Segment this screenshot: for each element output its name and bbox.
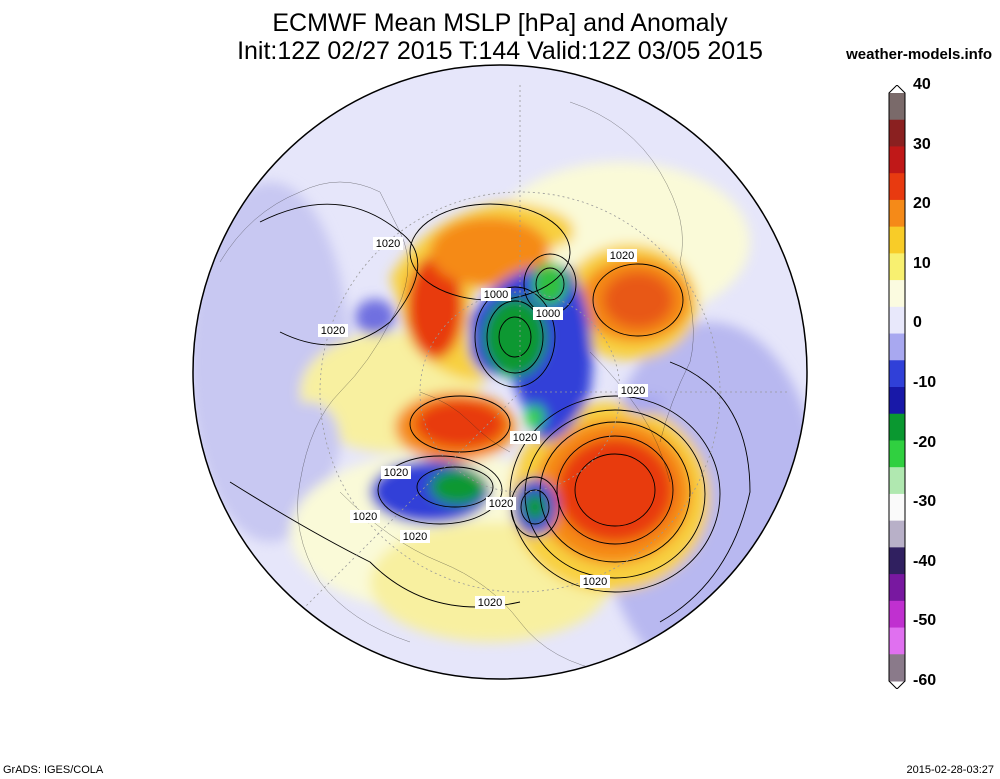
svg-text:1020: 1020 xyxy=(489,498,513,510)
colorbar-tick-label: -20 xyxy=(913,433,937,451)
colorbar-segment xyxy=(889,173,905,201)
colorbar-segment xyxy=(889,360,905,388)
contour-label: 1020 xyxy=(510,431,540,444)
footer-timestamp: 2015-02-28-03:27 xyxy=(906,764,994,776)
colorbar-tick-label: 10 xyxy=(913,254,931,272)
colorbar-tick-label: -30 xyxy=(913,493,937,511)
svg-text:1020: 1020 xyxy=(513,432,537,444)
contour-label: 1020 xyxy=(373,237,403,250)
colorbar-segment xyxy=(889,520,905,548)
colorbar-segment xyxy=(889,93,905,121)
contour-label: 1020 xyxy=(475,596,505,609)
colorbar-tick-label: -60 xyxy=(913,672,937,689)
colorbar-segment xyxy=(889,226,905,254)
svg-text:1020: 1020 xyxy=(384,467,408,479)
colorbar-segment xyxy=(889,413,905,441)
colorbar-tick-label: 0 xyxy=(913,314,922,332)
coastlines xyxy=(219,101,694,673)
map-title: ECMWF Mean MSLP [hPa] and Anomaly xyxy=(272,9,728,37)
colorbar-segment xyxy=(889,654,905,682)
map-boundary xyxy=(192,64,808,680)
colorbar-tick-label: -10 xyxy=(913,374,937,391)
colorbar-segment xyxy=(889,199,905,228)
colorbar-segment xyxy=(889,253,905,281)
colorbar-tick-label: -50 xyxy=(913,612,937,630)
contour-label: 1020 xyxy=(400,530,430,543)
colorbar xyxy=(888,85,906,689)
colorbar-tick-label: 20 xyxy=(913,195,931,213)
contour-label: 1000 xyxy=(481,288,511,301)
contour-label: 1000 xyxy=(533,307,563,320)
contour-labels: 1020 1020 1000 1000 1020 1020 1020 1020 … xyxy=(318,237,648,609)
contour-label: 1020 xyxy=(381,466,411,479)
isobars xyxy=(229,203,751,623)
colorbar-segment xyxy=(889,146,905,174)
svg-text:1020: 1020 xyxy=(321,325,345,337)
colorbar-tick-label: -40 xyxy=(913,552,937,570)
svg-text:1020: 1020 xyxy=(403,531,427,543)
contour-label: 1020 xyxy=(318,324,348,337)
footer-credit: GrADS: IGES/COLA xyxy=(3,764,104,776)
colorbar-segment xyxy=(889,547,905,575)
colorbar-segment xyxy=(889,333,905,361)
colorbar-segment xyxy=(889,440,905,468)
contour-label: 1020 xyxy=(618,384,648,397)
contour-label: 1020 xyxy=(580,575,610,588)
svg-text:1000: 1000 xyxy=(536,308,560,320)
svg-text:1020: 1020 xyxy=(376,238,400,250)
colorbar-segment xyxy=(889,467,905,495)
map-subtitle: Init:12Z 02/27 2015 T:144 Valid:12Z 03/0… xyxy=(237,37,763,65)
colorbar-segment xyxy=(889,493,905,522)
contour-label: 1020 xyxy=(350,510,380,523)
colorbar-segment xyxy=(889,119,905,147)
colorbar-segment xyxy=(889,600,905,629)
europe-low xyxy=(355,299,395,335)
colorbar-tick-label: 30 xyxy=(913,135,931,153)
svg-text:1000: 1000 xyxy=(484,289,508,301)
svg-text:1020: 1020 xyxy=(610,250,634,262)
colorbar-segment xyxy=(889,627,905,655)
colorbar-tick-label: 40 xyxy=(913,76,931,93)
contour-label: 1020 xyxy=(486,497,516,510)
colorbar-segment xyxy=(889,574,905,602)
contour-label: 1020 xyxy=(607,249,637,262)
svg-text:1020: 1020 xyxy=(353,511,377,523)
colorbar-segment xyxy=(889,306,905,335)
colorbar-segment xyxy=(889,387,905,415)
polar-map: 1020 1020 1000 1000 1020 1020 1020 1020 … xyxy=(192,64,808,680)
source-label: weather-models.info xyxy=(846,46,992,63)
colorbar-segment xyxy=(889,280,905,308)
svg-text:1020: 1020 xyxy=(621,385,645,397)
svg-text:1020: 1020 xyxy=(478,597,502,609)
svg-text:1020: 1020 xyxy=(583,576,607,588)
